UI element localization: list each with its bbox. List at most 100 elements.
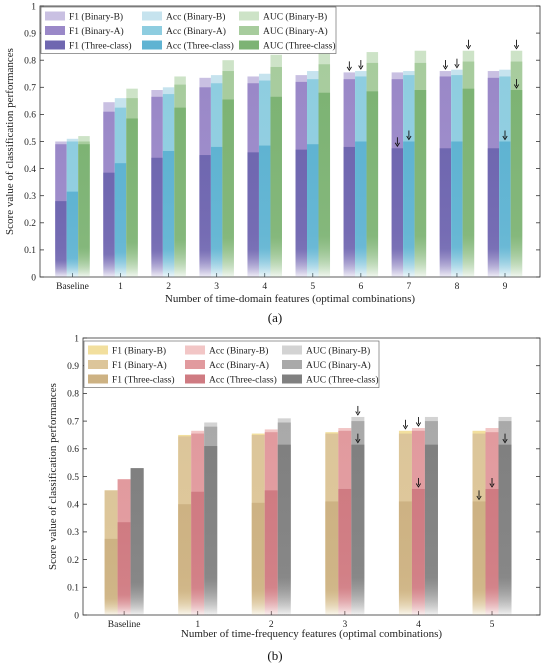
x-tick-label-8: 8 (455, 282, 460, 292)
chart-time-domain: 0 0.1 0.2 0.3 0.4 0.5 0.6 0.7 0.8 0.9 1 Baseline 1 2 3… (4, 2, 541, 325)
legend-box (83, 340, 380, 388)
bar-f1-three-class-1 (178, 504, 192, 615)
y-tick-label: 0.1 (24, 246, 36, 256)
y-axis-label: Score value of classification performanc… (4, 48, 16, 235)
x-tick-label-2: 2 (269, 620, 274, 630)
arrow-annotation-f1-three-class-5 (476, 490, 482, 501)
bar-acc-three-class-7 (403, 141, 415, 277)
y-tick-label: 0.3 (67, 528, 79, 538)
legend-swatch-acc-binary-b (142, 11, 162, 21)
legend: F1 (Binary-B) Acc (Binary-B) AUC (Binary-B… (40, 6, 337, 54)
bar-auc-three-class-3 (222, 99, 234, 277)
bar-f1-three-class-5 (295, 149, 308, 277)
arrow-annotation-acc-binary-b-4 (415, 417, 422, 427)
y-tick-label: 0.9 (24, 29, 36, 39)
bar-f1-three-class-8 (439, 148, 452, 277)
legend-swatch-auc-binary-b (239, 11, 259, 21)
bar-auc-three-class-6 (366, 91, 379, 277)
bar-auc-three-class-9 (510, 90, 523, 277)
legend-label-auc-binary-b: AUC (Binary-B) (263, 12, 327, 23)
bar-acc-three-class-3 (338, 488, 352, 615)
legend-swatch-acc-three-class (185, 374, 205, 384)
arrow-annotation-auc-three-class-3 (355, 433, 361, 444)
bar-f1-three-class-3 (325, 501, 339, 615)
legend-label-f1-binary-b: F1 (Binary-B) (112, 346, 166, 357)
x-tick-label-4: 4 (262, 282, 267, 292)
arrow-annotation-f1-binary-b-4 (402, 419, 409, 430)
bar-acc-three-class-8 (451, 141, 463, 277)
legend-swatch-auc-binary-a (282, 360, 302, 369)
bar-acc-three-class-2 (264, 490, 278, 615)
y-tick-label: 0.1 (67, 584, 79, 594)
bar-auc-three-class-8 (462, 88, 475, 277)
legend-swatch-auc-three-class (239, 40, 259, 50)
legend-label-f1-binary-b: F1 (Binary-B) (69, 12, 123, 23)
y-tick-label: 0.6 (67, 445, 79, 455)
arrow-annotation-acc-three-class-4 (415, 477, 422, 488)
x-tick-label-5: 5 (310, 282, 315, 292)
legend-label-auc-three-class: AUC (Three-class) (306, 375, 379, 386)
bar-auc-three-class-baseline (78, 144, 90, 277)
bar-acc-three-class-5 (307, 144, 319, 277)
bar-auc-three-class-3 (351, 444, 365, 615)
panel-label: (a) (268, 310, 282, 325)
legend-box (40, 6, 337, 54)
bar-acc-three-class-1 (191, 491, 205, 615)
bar-acc-three-class-5 (485, 488, 499, 615)
y-tick-label: 0.2 (24, 219, 36, 229)
x-tick-label-6: 6 (358, 282, 363, 292)
y-axis-label: Score value of classification performanc… (47, 383, 59, 570)
y-tick-label: 0.7 (67, 417, 79, 427)
legend-swatch-f1-binary-b (88, 345, 108, 355)
legend-swatch-auc-binary-a (239, 26, 259, 35)
y-tick-label: 0.8 (67, 390, 79, 400)
arrow-annotation-auc-binary-b-3 (355, 405, 361, 416)
arrow-annotation-f1-binary-b-6 (346, 61, 352, 72)
bar-auc-three-class-5 (498, 444, 512, 615)
arrow-annotation-acc-binary-b-6 (358, 60, 364, 70)
bar-f1-three-class-5 (472, 501, 486, 615)
legend-swatch-acc-binary-a (185, 360, 205, 369)
bar-f1-three-class-2 (151, 157, 163, 277)
arrow-annotation-auc-three-class-9 (513, 79, 520, 89)
arrow-annotation-auc-three-class-5 (502, 433, 508, 444)
bar-auc-three-class-1 (126, 118, 138, 277)
bar-acc-three-class-2 (162, 150, 175, 277)
y-tick-label: 0.8 (24, 57, 36, 67)
y-tick-label: 0.4 (24, 165, 36, 175)
legend-swatch-f1-binary-a (45, 26, 65, 35)
legend-label-acc-three-class: Acc (Three-class) (209, 375, 277, 386)
legend-label-acc-binary-b: Acc (Binary-B) (209, 346, 268, 357)
x-tick-label-3: 3 (342, 620, 347, 630)
legend-label-acc-binary-a: Acc (Binary-A) (209, 360, 269, 371)
y-tick-label: 0.7 (24, 84, 36, 94)
arrow-annotation-f1-binary-b-8 (442, 60, 449, 70)
legend-swatch-auc-binary-b (282, 345, 302, 355)
legend-swatch-f1-three-class (88, 374, 108, 384)
bar-auc-three-class-7 (414, 90, 427, 277)
legend-swatch-auc-three-class (282, 374, 302, 384)
y-tick-label: 0 (74, 611, 79, 621)
x-tick-label-baseline: Baseline (108, 620, 141, 630)
bar-acc-three-class-baseline (66, 191, 79, 277)
legend: F1 (Binary-B) Acc (Binary-B) AUC (Binary-B… (83, 340, 380, 388)
x-tick-label-5: 5 (490, 620, 495, 630)
legend-label-f1-binary-a: F1 (Binary-A) (69, 26, 124, 37)
y-tick-label: 1 (74, 334, 79, 344)
y-tick-label: 0.6 (24, 111, 36, 121)
x-tick-label-7: 7 (407, 282, 412, 292)
bar-acc-three-class-9 (499, 141, 511, 277)
bar-auc-three-class-2 (277, 444, 291, 615)
x-tick-label-baseline: Baseline (56, 282, 89, 292)
y-tick-label: 0.5 (24, 138, 36, 148)
bar-acc-three-class-1 (114, 163, 127, 277)
bar-f1-three-class-baseline (55, 201, 67, 277)
legend-label-acc-binary-b: Acc (Binary-B) (166, 12, 225, 23)
legend-label-f1-three-class: F1 (Three-class) (69, 41, 132, 52)
y-tick-label: 0.3 (24, 192, 36, 202)
bar-f1-three-class-4 (247, 152, 259, 277)
arrow-annotation-auc-binary-b-9 (513, 39, 520, 50)
y-tick-label: 1 (31, 2, 36, 12)
